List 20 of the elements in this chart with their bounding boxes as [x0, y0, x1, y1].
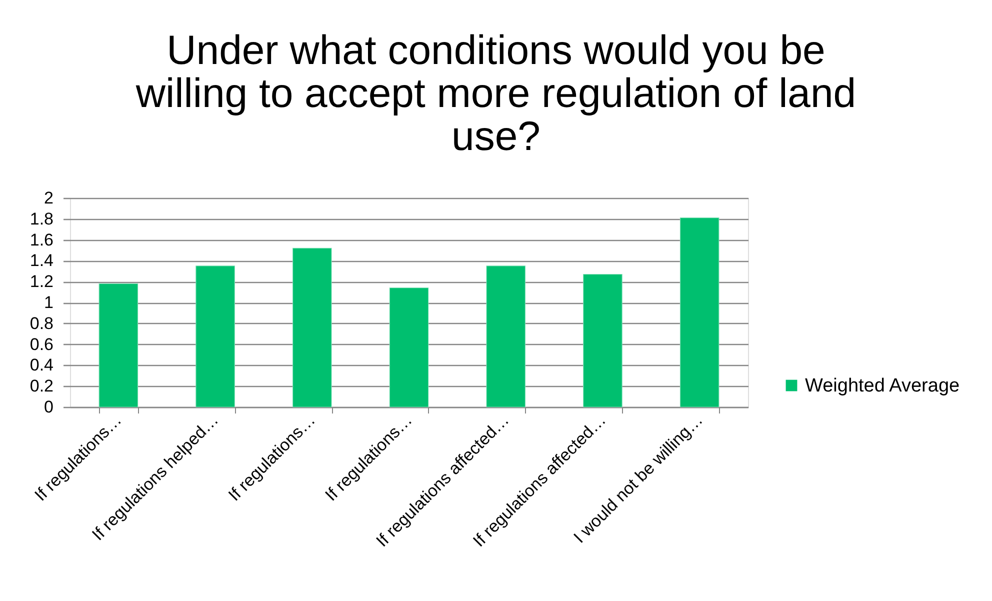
bar: [583, 274, 622, 408]
bar: [389, 288, 429, 408]
y-tick-label: 0.6: [30, 334, 54, 354]
chart-title: Under what conditions would you be willing to accept more regulation of land use?: [134, 27, 856, 159]
bar: [486, 266, 526, 408]
y-tick-label: 1.4: [30, 251, 54, 270]
y-tick-label: 1.2: [30, 272, 54, 292]
y-tick-label: 0.2: [30, 376, 54, 396]
y-tick-label: 0.8: [30, 314, 54, 333]
bar: [98, 283, 138, 408]
y-tick-label: 0: [44, 398, 54, 416]
y-tick-label: 1.8: [30, 209, 54, 228]
y-tick-label: 2: [44, 188, 54, 208]
bar: [196, 266, 235, 408]
y-tick-label: 0.4: [30, 356, 54, 375]
legend-label: Weighted Average: [805, 376, 960, 396]
y-tick-label: 1.6: [30, 230, 54, 250]
y-tick-label: 1: [44, 293, 54, 312]
bar: [292, 248, 332, 408]
bar: [680, 218, 720, 408]
